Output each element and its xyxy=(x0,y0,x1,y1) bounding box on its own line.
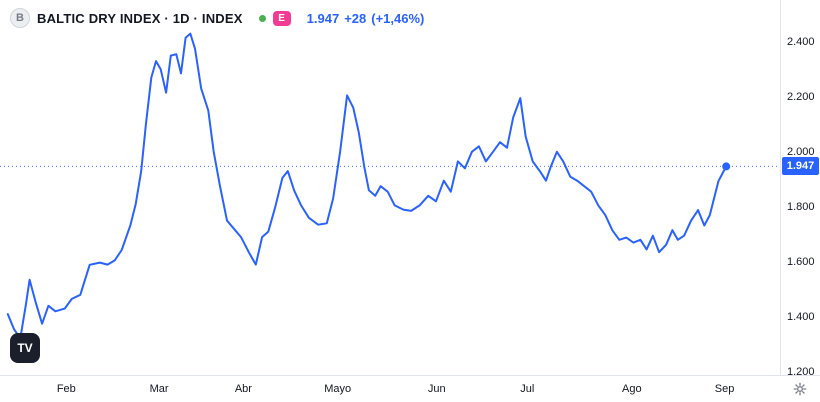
gear-icon xyxy=(793,382,807,395)
price-change-percent: (+1,46%) xyxy=(371,10,425,26)
time-axis-tick: Feb xyxy=(56,383,76,395)
time-axis-tick: Jun xyxy=(427,383,446,395)
time-axis-tick: Sep xyxy=(714,383,735,395)
symbol-logo: B xyxy=(10,8,30,28)
last-price-value: 1.947 xyxy=(306,10,340,26)
time-axis-tick: Ago xyxy=(622,383,642,395)
price-axis-tick: 2.000 xyxy=(787,145,815,158)
series-line xyxy=(6,32,728,340)
price-axis-tick: 1.600 xyxy=(787,255,815,268)
price-axis-tick: 2.400 xyxy=(787,35,815,48)
price-axis-tick: 1.400 xyxy=(787,310,815,323)
price-axis-tick: 1.200 xyxy=(787,365,815,375)
data-flag-badge[interactable]: E xyxy=(272,10,291,26)
chart-title[interactable]: BALTIC DRY INDEX · 1D · INDEX xyxy=(37,10,243,26)
chart-legend: B BALTIC DRY INDEX · 1D · INDEX E 1.947 … xyxy=(10,7,424,29)
price-readout: 1.947 +28 (+1,46%) xyxy=(307,11,425,26)
time-axis-tick: Mar xyxy=(149,383,169,395)
chart-plot-area[interactable] xyxy=(0,0,780,375)
time-axis-tick: Mayo xyxy=(324,383,352,395)
price-axis[interactable]: 1.947 2.400 2.200 2.000 1.800 1.600 1.400 1.20… xyxy=(780,0,820,375)
time-axis-tick: Abr xyxy=(234,383,252,395)
last-price-dot xyxy=(722,162,731,171)
price-axis-tick: 2.200 xyxy=(787,90,815,103)
price-axis-tick: 1.800 xyxy=(787,200,815,213)
time-axis[interactable]: Feb Mar Abr Mayo Jun Jul Ago Sep xyxy=(0,375,820,402)
market-open-dot-icon xyxy=(258,14,266,22)
axis-settings-button[interactable] xyxy=(780,375,820,402)
time-axis-tick: Jul xyxy=(520,383,535,395)
tradingview-logo[interactable]: TV xyxy=(10,333,40,363)
price-change-value: +28 xyxy=(344,10,367,26)
chart-canvas xyxy=(0,32,780,340)
price-marker-label: 1.947 xyxy=(782,157,819,176)
